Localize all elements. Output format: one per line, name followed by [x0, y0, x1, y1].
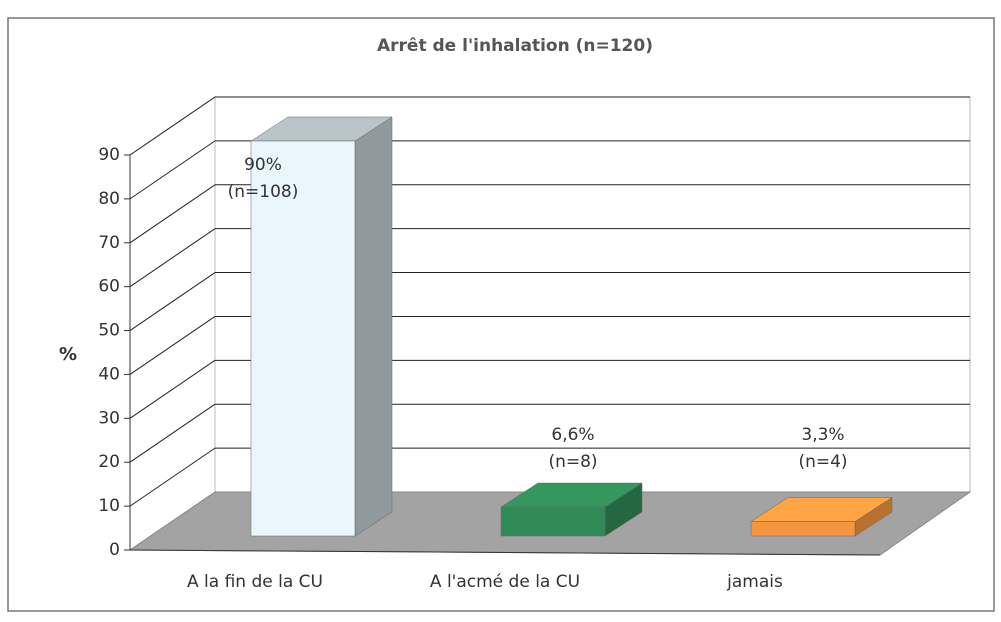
- value-label: 90%: [244, 155, 282, 175]
- x-tick-label: A la fin de la CU: [187, 572, 323, 592]
- y-tick-label: 70: [98, 233, 120, 253]
- x-tick-label: jamais: [726, 572, 783, 592]
- grid-line: [129, 96, 216, 156]
- bar: [250, 140, 356, 537]
- y-tick-label: 0: [109, 540, 120, 560]
- n-label: (n=108): [228, 182, 299, 202]
- grid-line: [129, 184, 216, 244]
- x-axis: [129, 549, 881, 556]
- n-label: (n=4): [798, 452, 847, 472]
- grid-line: [129, 140, 216, 200]
- grid-line: [129, 447, 216, 507]
- grid-line: [129, 359, 216, 419]
- grid-line: [129, 316, 216, 375]
- n-label: (n=8): [548, 452, 597, 472]
- chart-title: Arrêt de l'inhalation (n=120): [377, 36, 653, 56]
- y-tick-label: 30: [98, 408, 120, 428]
- y-axis-label: %: [59, 344, 77, 365]
- grid-line: [129, 272, 216, 331]
- value-label: 3,3%: [801, 425, 844, 445]
- bar-side: [354, 116, 393, 537]
- bar: [500, 506, 606, 537]
- y-tick-label: 60: [98, 277, 120, 297]
- y-tick-label: 80: [98, 189, 120, 209]
- y-tick-label: 40: [98, 364, 120, 384]
- grid-line: [129, 228, 216, 288]
- y-tick-label: 20: [98, 452, 120, 472]
- value-label: 6,6%: [551, 425, 594, 445]
- x-tick-label: A l'acmé de la CU: [430, 572, 580, 592]
- y-tick-label: 50: [98, 321, 120, 341]
- side-wall: [129, 96, 216, 551]
- bar: [750, 521, 856, 537]
- y-tick-label: 90: [98, 145, 120, 165]
- grid-line: [129, 403, 216, 463]
- y-tick-label: 10: [98, 496, 120, 516]
